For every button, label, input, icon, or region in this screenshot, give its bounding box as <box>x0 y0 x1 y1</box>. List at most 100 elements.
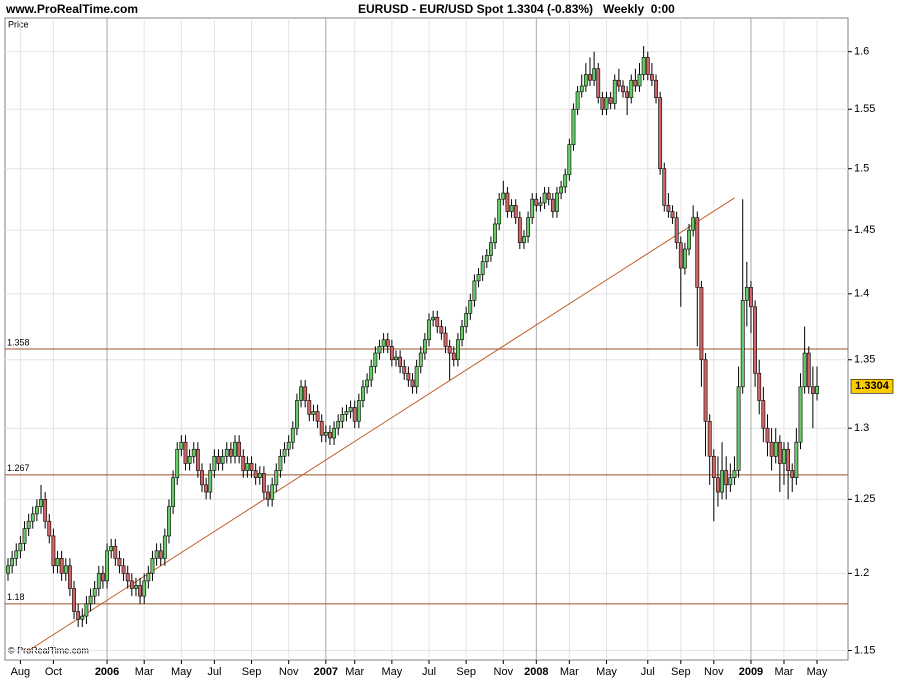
quote-label: 1.3304 (-0.83%) <box>507 2 593 16</box>
candle-body <box>43 499 48 522</box>
x-tick-label: Jul <box>207 666 221 678</box>
candle-body <box>555 192 559 212</box>
x-tick-label: Mar <box>775 666 794 678</box>
candle-body <box>117 557 122 567</box>
y-tick-label: 1.45 <box>854 224 875 236</box>
candle-body <box>30 513 35 522</box>
candle-body <box>765 427 770 443</box>
candle-body <box>460 326 464 341</box>
candle-body <box>59 557 64 574</box>
candle-body <box>724 470 729 486</box>
candle-body <box>472 280 477 301</box>
candle-body <box>138 585 142 597</box>
site-label: www.ProRealTime.com <box>5 2 138 16</box>
candle-body <box>113 546 118 559</box>
candle-body <box>286 441 291 450</box>
candle-body <box>319 420 324 436</box>
candle-body <box>22 528 27 544</box>
candle-body <box>666 205 671 212</box>
candle-body <box>740 300 745 388</box>
candle-body <box>175 448 180 478</box>
candle-body <box>633 79 638 87</box>
candle-body <box>63 565 68 574</box>
candle-body <box>699 287 704 361</box>
candle-body <box>451 352 456 361</box>
candle-body <box>208 470 213 493</box>
x-tick-label: May <box>171 666 192 678</box>
candle-body <box>728 477 733 486</box>
candle-body <box>567 144 572 176</box>
candle-body <box>344 411 349 415</box>
candle-body <box>530 198 535 219</box>
candle-body <box>509 205 514 212</box>
candle-body <box>212 456 217 471</box>
y-axis-label: Price <box>8 19 29 29</box>
period-label: Weekly 0:00 <box>603 2 675 16</box>
candle-body <box>757 372 762 401</box>
candle-body <box>80 615 85 620</box>
candle-body <box>295 400 299 429</box>
candle-body <box>398 356 403 367</box>
candle-body <box>220 456 225 464</box>
candle-body <box>674 217 679 244</box>
candle-body <box>299 386 303 401</box>
y-tick-label: 1.6 <box>854 46 869 58</box>
candle-body <box>105 550 109 582</box>
candle-body <box>187 456 192 464</box>
candle-body <box>464 313 469 327</box>
candle-body <box>480 261 485 275</box>
candle-body <box>749 287 753 308</box>
candle-body <box>142 580 147 597</box>
chart-title: EURUSD - EUR/USD Spot <box>358 2 503 16</box>
x-tick-label: Jul <box>422 666 436 678</box>
x-tick-label: 2009 <box>739 666 763 678</box>
candle-body <box>414 366 419 388</box>
y-tick-label: 1.15 <box>854 644 875 656</box>
candle-body <box>658 97 663 170</box>
x-tick-label: Mar <box>560 666 579 678</box>
candle-body <box>670 211 675 219</box>
candle-body <box>736 386 741 471</box>
x-tick-label: Nov <box>704 666 724 678</box>
candle-body <box>629 79 634 98</box>
candle-body <box>245 463 250 471</box>
candle-body <box>204 484 209 493</box>
candle-body <box>497 198 502 225</box>
candle-body <box>84 603 89 617</box>
candle-body <box>546 192 551 200</box>
candle-body <box>418 352 423 367</box>
candle-body <box>278 456 283 471</box>
candle-body <box>563 174 568 188</box>
candle-body <box>121 565 126 574</box>
candle-body <box>76 611 81 620</box>
candle-body <box>228 448 233 457</box>
candle-body <box>101 573 105 582</box>
candle-body <box>14 550 19 559</box>
candle-body <box>501 192 506 200</box>
candle-body <box>703 359 708 422</box>
candle-body <box>109 546 114 552</box>
candle-body <box>456 339 460 361</box>
candle-body <box>257 473 262 478</box>
candle-body <box>550 198 555 212</box>
candle-body <box>162 535 167 559</box>
x-tick-label: Jul <box>641 666 655 678</box>
x-tick-label: Nov <box>279 666 299 678</box>
candle-body <box>588 74 592 81</box>
candle-body <box>348 407 353 412</box>
candle-body <box>422 339 427 354</box>
candle-body <box>18 543 23 552</box>
candle-body <box>616 79 621 87</box>
candle-body <box>794 441 799 478</box>
candle-body <box>88 595 93 605</box>
candle-body <box>625 91 630 98</box>
candle-body <box>468 300 473 314</box>
candle-body <box>394 356 398 361</box>
candle-body <box>592 68 597 81</box>
candle-body <box>522 236 526 244</box>
candle-body <box>596 68 601 98</box>
y-tick-label: 1.2 <box>854 567 869 579</box>
x-tick-label: May <box>596 666 617 678</box>
candle-body <box>224 448 229 457</box>
